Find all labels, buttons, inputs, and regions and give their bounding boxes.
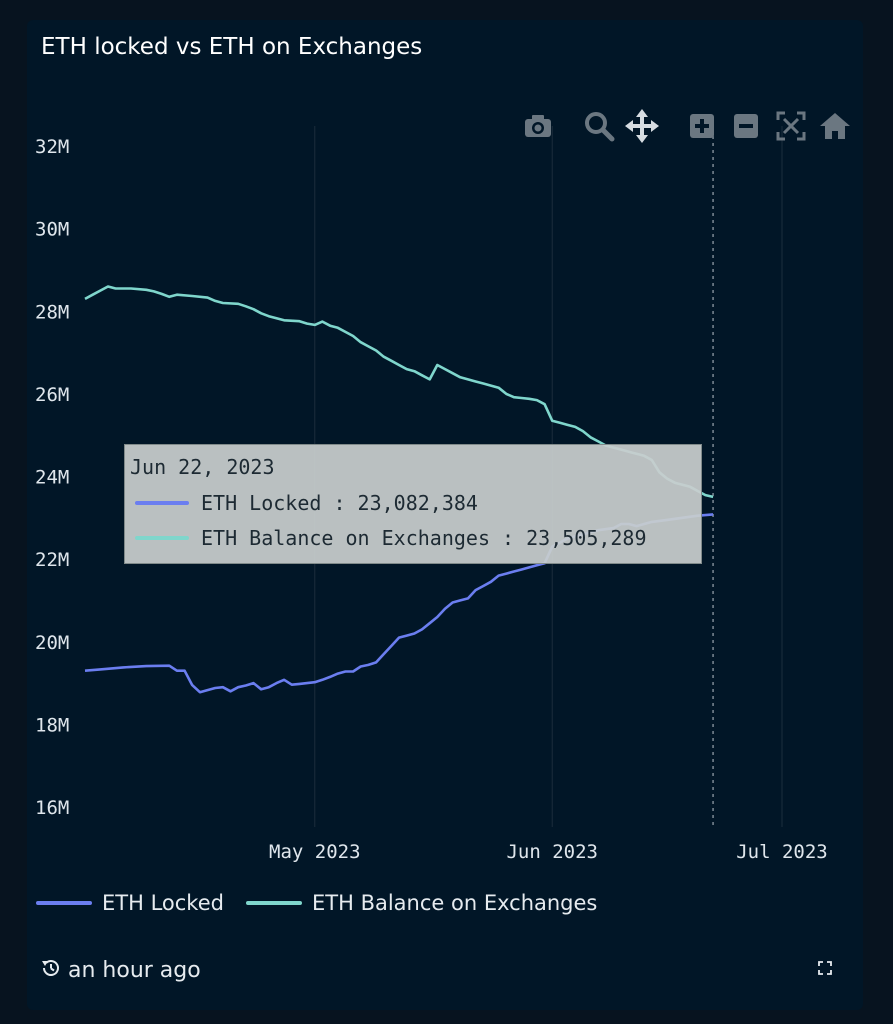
- y-tick-label: 16M: [35, 797, 69, 819]
- history-icon: [40, 957, 62, 983]
- expand-icon[interactable]: [815, 958, 835, 978]
- legend-swatch-locked: [36, 901, 92, 905]
- x-tick-label: Jun 2023: [506, 841, 598, 863]
- y-tick-label: 30M: [35, 219, 69, 241]
- tooltip-date: Jun 22, 2023: [130, 455, 275, 479]
- reset-axes-icon[interactable]: [817, 108, 853, 144]
- y-tick-label: 18M: [35, 714, 69, 736]
- y-tick-label: 24M: [35, 467, 69, 489]
- legend: ETH Locked ETH Balance on Exchanges: [36, 886, 636, 920]
- last-updated-text: an hour ago: [68, 957, 201, 983]
- y-tick-label: 20M: [35, 632, 69, 654]
- autoscale-icon[interactable]: [773, 108, 809, 144]
- x-tick-label: May 2023: [269, 841, 361, 863]
- y-tick-label: 22M: [35, 549, 69, 571]
- legend-item-locked[interactable]: ETH Locked: [36, 886, 224, 920]
- y-tick-label: 28M: [35, 301, 69, 323]
- zoom-in-icon[interactable]: [684, 108, 720, 144]
- tooltip-label-locked: ETH Locked : 23,082,384: [201, 491, 478, 515]
- zoom-out-icon[interactable]: [728, 108, 764, 144]
- legend-label-locked: ETH Locked: [102, 891, 224, 915]
- tooltip-swatch-locked: [135, 501, 189, 505]
- modebar: [520, 108, 860, 148]
- legend-swatch-exchanges: [246, 901, 302, 905]
- tooltip-label-exchanges: ETH Balance on Exchanges : 23,505,289: [201, 526, 647, 550]
- footer: an hour ago: [40, 955, 201, 985]
- zoom-icon[interactable]: [581, 108, 617, 144]
- legend-item-exchanges[interactable]: ETH Balance on Exchanges: [246, 886, 597, 920]
- tooltip-row-exchanges: ETH Balance on Exchanges : 23,505,289: [135, 526, 647, 550]
- tooltip-swatch-exchanges: [135, 536, 189, 540]
- y-tick-label: 32M: [35, 136, 69, 158]
- x-tick-label: Jul 2023: [736, 841, 828, 863]
- y-tick-label: 26M: [35, 384, 69, 406]
- chart-title: ETH locked vs ETH on Exchanges: [41, 34, 423, 60]
- pan-icon[interactable]: [624, 108, 660, 144]
- legend-label-exchanges: ETH Balance on Exchanges: [312, 891, 598, 915]
- tooltip-row-locked: ETH Locked : 23,082,384: [135, 491, 478, 515]
- hover-tooltip: Jun 22, 2023 ETH Locked : 23,082,384 ETH…: [124, 444, 702, 564]
- camera-icon[interactable]: [520, 108, 556, 144]
